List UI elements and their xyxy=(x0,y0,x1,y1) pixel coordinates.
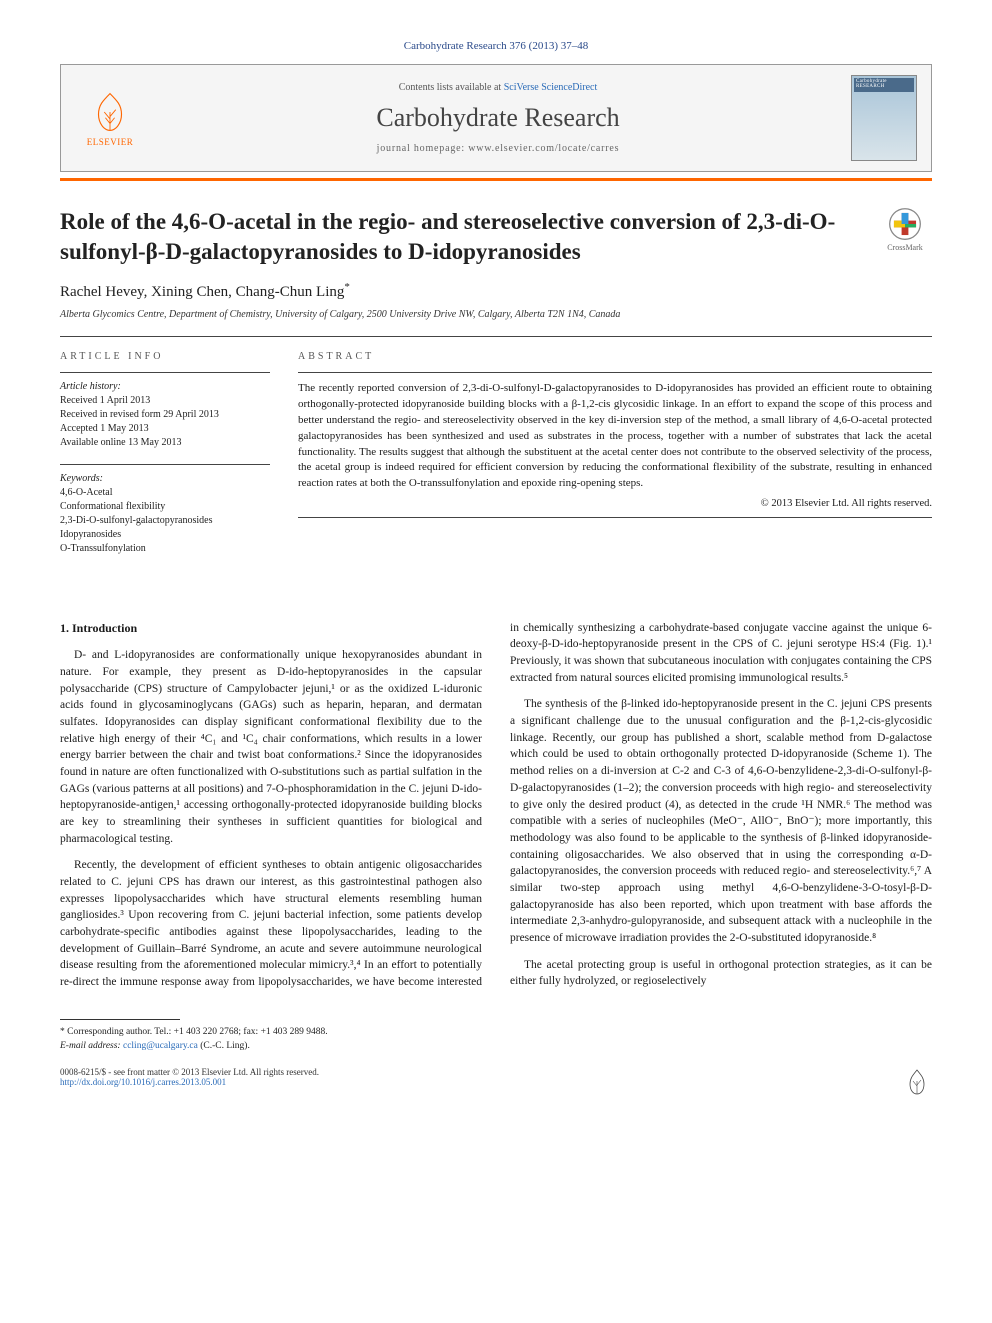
bottom-metadata: 0008-6215/$ - see front matter © 2013 El… xyxy=(60,1067,932,1097)
footnote-separator xyxy=(60,1019,180,1020)
sciencedirect-link[interactable]: SciVerse ScienceDirect xyxy=(504,82,598,93)
journal-header: ELSEVIER Contents lists available at Sci… xyxy=(60,64,932,172)
body-paragraph: D- and L-idopyranosides are conformation… xyxy=(60,647,482,847)
email-suffix: (C.-C. Ling). xyxy=(198,1041,250,1051)
body-paragraph: The acetal protecting group is useful in… xyxy=(510,957,932,990)
keyword-item: Conformational flexibility xyxy=(60,500,270,514)
homepage-line: journal homepage: www.elsevier.com/locat… xyxy=(145,143,851,154)
issn-line: 0008-6215/$ - see front matter © 2013 El… xyxy=(60,1067,319,1077)
keyword-item: Idopyranosides xyxy=(60,528,270,542)
crossmark-badge[interactable]: CrossMark xyxy=(878,207,932,252)
abstract-divider xyxy=(298,372,932,373)
elsevier-name: ELSEVIER xyxy=(87,137,134,147)
corr-contact-line: * Corresponding author. Tel.: +1 403 220… xyxy=(60,1026,932,1039)
journal-cover-thumbnail: Carbohydrate RESEARCH xyxy=(851,75,917,161)
contents-available-line: Contents lists available at SciVerse Sci… xyxy=(145,82,851,93)
abstract-text: The recently reported conversion of 2,3-… xyxy=(298,381,932,493)
corresponding-footnote: * Corresponding author. Tel.: +1 403 220… xyxy=(60,1026,932,1053)
article-info-heading: ARTICLE INFO xyxy=(60,351,270,362)
online-line: Available online 13 May 2013 xyxy=(60,436,270,450)
article-info-column: ARTICLE INFO Article history: Received 1… xyxy=(60,351,270,570)
email-link[interactable]: ccling@ucalgary.ca xyxy=(123,1041,198,1051)
section-heading-intro: 1. Introduction xyxy=(60,620,482,637)
affiliation: Alberta Glycomics Centre, Department of … xyxy=(60,309,932,320)
elsevier-tree-icon xyxy=(902,1067,932,1097)
homepage-prefix: journal homepage: xyxy=(377,143,469,154)
elsevier-mini-logo xyxy=(902,1067,932,1097)
cover-label: Carbohydrate RESEARCH xyxy=(856,79,916,89)
journal-name: Carbohydrate Research xyxy=(145,103,851,133)
doi-link[interactable]: http://dx.doi.org/10.1016/j.carres.2013.… xyxy=(60,1077,319,1087)
elsevier-logo: ELSEVIER xyxy=(75,83,145,153)
corresponding-mark: * xyxy=(344,281,350,293)
abstract-column: ABSTRACT The recently reported conversio… xyxy=(298,351,932,570)
divider-top xyxy=(60,336,932,337)
authors-line: Rachel Hevey, Xining Chen, Chang-Chun Li… xyxy=(60,281,932,301)
history-block: Article history: Received 1 April 2013 R… xyxy=(60,381,270,450)
header-center: Contents lists available at SciVerse Sci… xyxy=(145,82,851,154)
keywords-block: Keywords: 4,6-O-Acetal Conformational fl… xyxy=(60,473,270,556)
email-line: E-mail address: ccling@ucalgary.ca (C.-C… xyxy=(60,1040,932,1053)
bottom-left: 0008-6215/$ - see front matter © 2013 El… xyxy=(60,1067,319,1097)
abstract-heading: ABSTRACT xyxy=(298,351,932,362)
accepted-line: Accepted 1 May 2013 xyxy=(60,422,270,436)
body-text: 1. Introduction D- and L-idopyranosides … xyxy=(60,620,932,995)
abstract-bottom-divider xyxy=(298,517,932,518)
crossmark-label: CrossMark xyxy=(878,243,932,252)
title-row: Role of the 4,6-O-acetal in the regio- a… xyxy=(60,207,932,267)
revised-line: Received in revised form 29 April 2013 xyxy=(60,408,270,422)
history-label: Article history: xyxy=(60,381,270,392)
body-paragraph: The synthesis of the β-linked ido-heptop… xyxy=(510,696,932,946)
keyword-item: 2,3-Di-O-sulfonyl-galactopyranosides xyxy=(60,514,270,528)
orange-rule xyxy=(60,178,932,181)
crossmark-icon xyxy=(888,207,922,241)
article-title: Role of the 4,6-O-acetal in the regio- a… xyxy=(60,207,864,267)
abstract-copyright: © 2013 Elsevier Ltd. All rights reserved… xyxy=(298,498,932,509)
keywords-divider xyxy=(60,464,270,465)
keyword-item: 4,6-O-Acetal xyxy=(60,486,270,500)
info-divider xyxy=(60,372,270,373)
journal-reference: Carbohydrate Research 376 (2013) 37–48 xyxy=(60,40,932,52)
info-abstract-row: ARTICLE INFO Article history: Received 1… xyxy=(60,351,932,570)
elsevier-tree-icon xyxy=(87,89,133,135)
divider-mid xyxy=(60,588,932,606)
received-line: Received 1 April 2013 xyxy=(60,394,270,408)
homepage-url[interactable]: www.elsevier.com/locate/carres xyxy=(468,143,619,154)
keyword-item: O-Transsulfonylation xyxy=(60,542,270,556)
authors-names: Rachel Hevey, Xining Chen, Chang-Chun Li… xyxy=(60,284,344,300)
keywords-label: Keywords: xyxy=(60,473,270,484)
contents-prefix: Contents lists available at xyxy=(399,82,504,93)
email-label: E-mail address: xyxy=(60,1041,123,1051)
